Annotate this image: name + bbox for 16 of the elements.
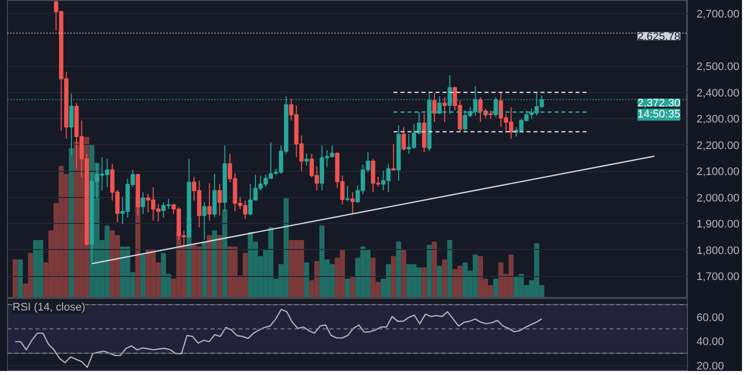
y-tick-label: 2,000.00 (696, 192, 740, 204)
y-tick-label: 2,100.00 (696, 166, 740, 178)
ref-line-label: 2,372.30 (638, 98, 680, 110)
y-tick-label: 1,800.00 (696, 244, 740, 257)
y-tick-label: 60.00 (696, 312, 724, 324)
y-tick-label: 1,900.00 (696, 218, 740, 231)
y-tick-label: 20.00 (696, 360, 724, 372)
annotation: 14:50:35 (638, 108, 680, 121)
y-tick-label: 2,300.00 (696, 114, 740, 126)
y-tick-label: 40.00 (696, 336, 724, 348)
y-tick-label: 1,700.00 (696, 271, 740, 284)
y-tick-label: 2,700.00 (696, 8, 740, 21)
y-tick-label: 2,200.00 (696, 140, 740, 152)
y-tick-label: 2,400.00 (696, 87, 740, 100)
y-tick-label: 2,500.00 (696, 61, 740, 74)
chart-title: RSI (14, close) (12, 302, 86, 314)
